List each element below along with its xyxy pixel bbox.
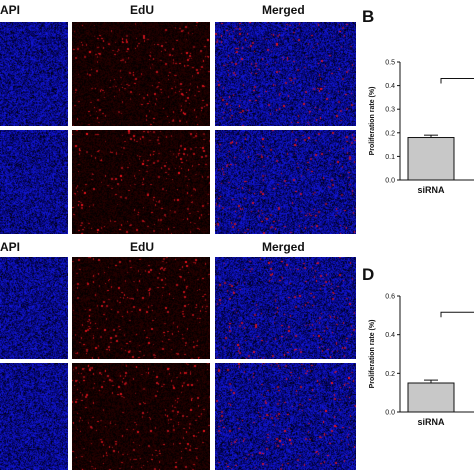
image-merged-top-2 (215, 130, 356, 234)
significance-bracket (440, 311, 474, 318)
y-tick-label: 0.5 (385, 60, 395, 67)
category-label: siRNA (417, 417, 445, 427)
y-tick-label: 0.3 (385, 107, 395, 114)
y-tick-label: 0.4 (385, 83, 395, 90)
category-label: siRNA (417, 185, 445, 195)
y-axis-label: Proliferation rate (%) (369, 87, 376, 156)
y-tick-label: 0.0 (385, 410, 395, 417)
image-merged-top-1 (215, 22, 356, 126)
image-dapi-bottom-1 (0, 257, 68, 359)
image-edu-top-1 (72, 22, 210, 126)
image-merged-bottom-1 (215, 257, 356, 359)
panel-letter-d: D (362, 265, 375, 284)
y-tick-label: 0.6 (385, 294, 395, 301)
y-tick-label: 0.2 (385, 371, 395, 378)
col-header-merged-bottom: Merged (262, 240, 305, 254)
image-dapi-top-2 (0, 130, 68, 234)
col-header-dapi-bottom: API (0, 240, 21, 254)
panel-letter-b: B (362, 7, 375, 26)
bar-sirna (407, 382, 455, 413)
bar-sirna (407, 137, 455, 181)
col-header-merged-top: Merged (262, 3, 305, 17)
y-axis-label: Proliferation rate (%) (369, 320, 376, 389)
y-tick-label: 0.2 (385, 130, 395, 137)
y-tick-label: 0.4 (385, 332, 395, 339)
image-edu-bottom-1 (72, 257, 210, 359)
y-tick-label: 0.0 (385, 178, 395, 185)
bar-chart-b: Proliferation rate (%) 0.0 0.1 0.2 0.3 0.4 0.5… (369, 60, 474, 195)
y-tick-label: 0.1 (385, 154, 395, 161)
bar-chart-d: Proliferation rate (%) 0.0 0.2 0.4 0.6 siRNA (369, 294, 474, 427)
significance-bracket (440, 78, 474, 84)
image-merged-bottom-2 (215, 363, 356, 470)
image-dapi-top-1 (0, 22, 68, 126)
image-dapi-bottom-2 (0, 363, 68, 470)
image-edu-top-2 (72, 130, 210, 234)
col-header-edu-top: EdU (130, 3, 154, 17)
image-edu-bottom-2 (72, 363, 210, 470)
col-header-edu-bottom: EdU (130, 240, 154, 254)
col-header-dapi-top: API (0, 3, 21, 17)
